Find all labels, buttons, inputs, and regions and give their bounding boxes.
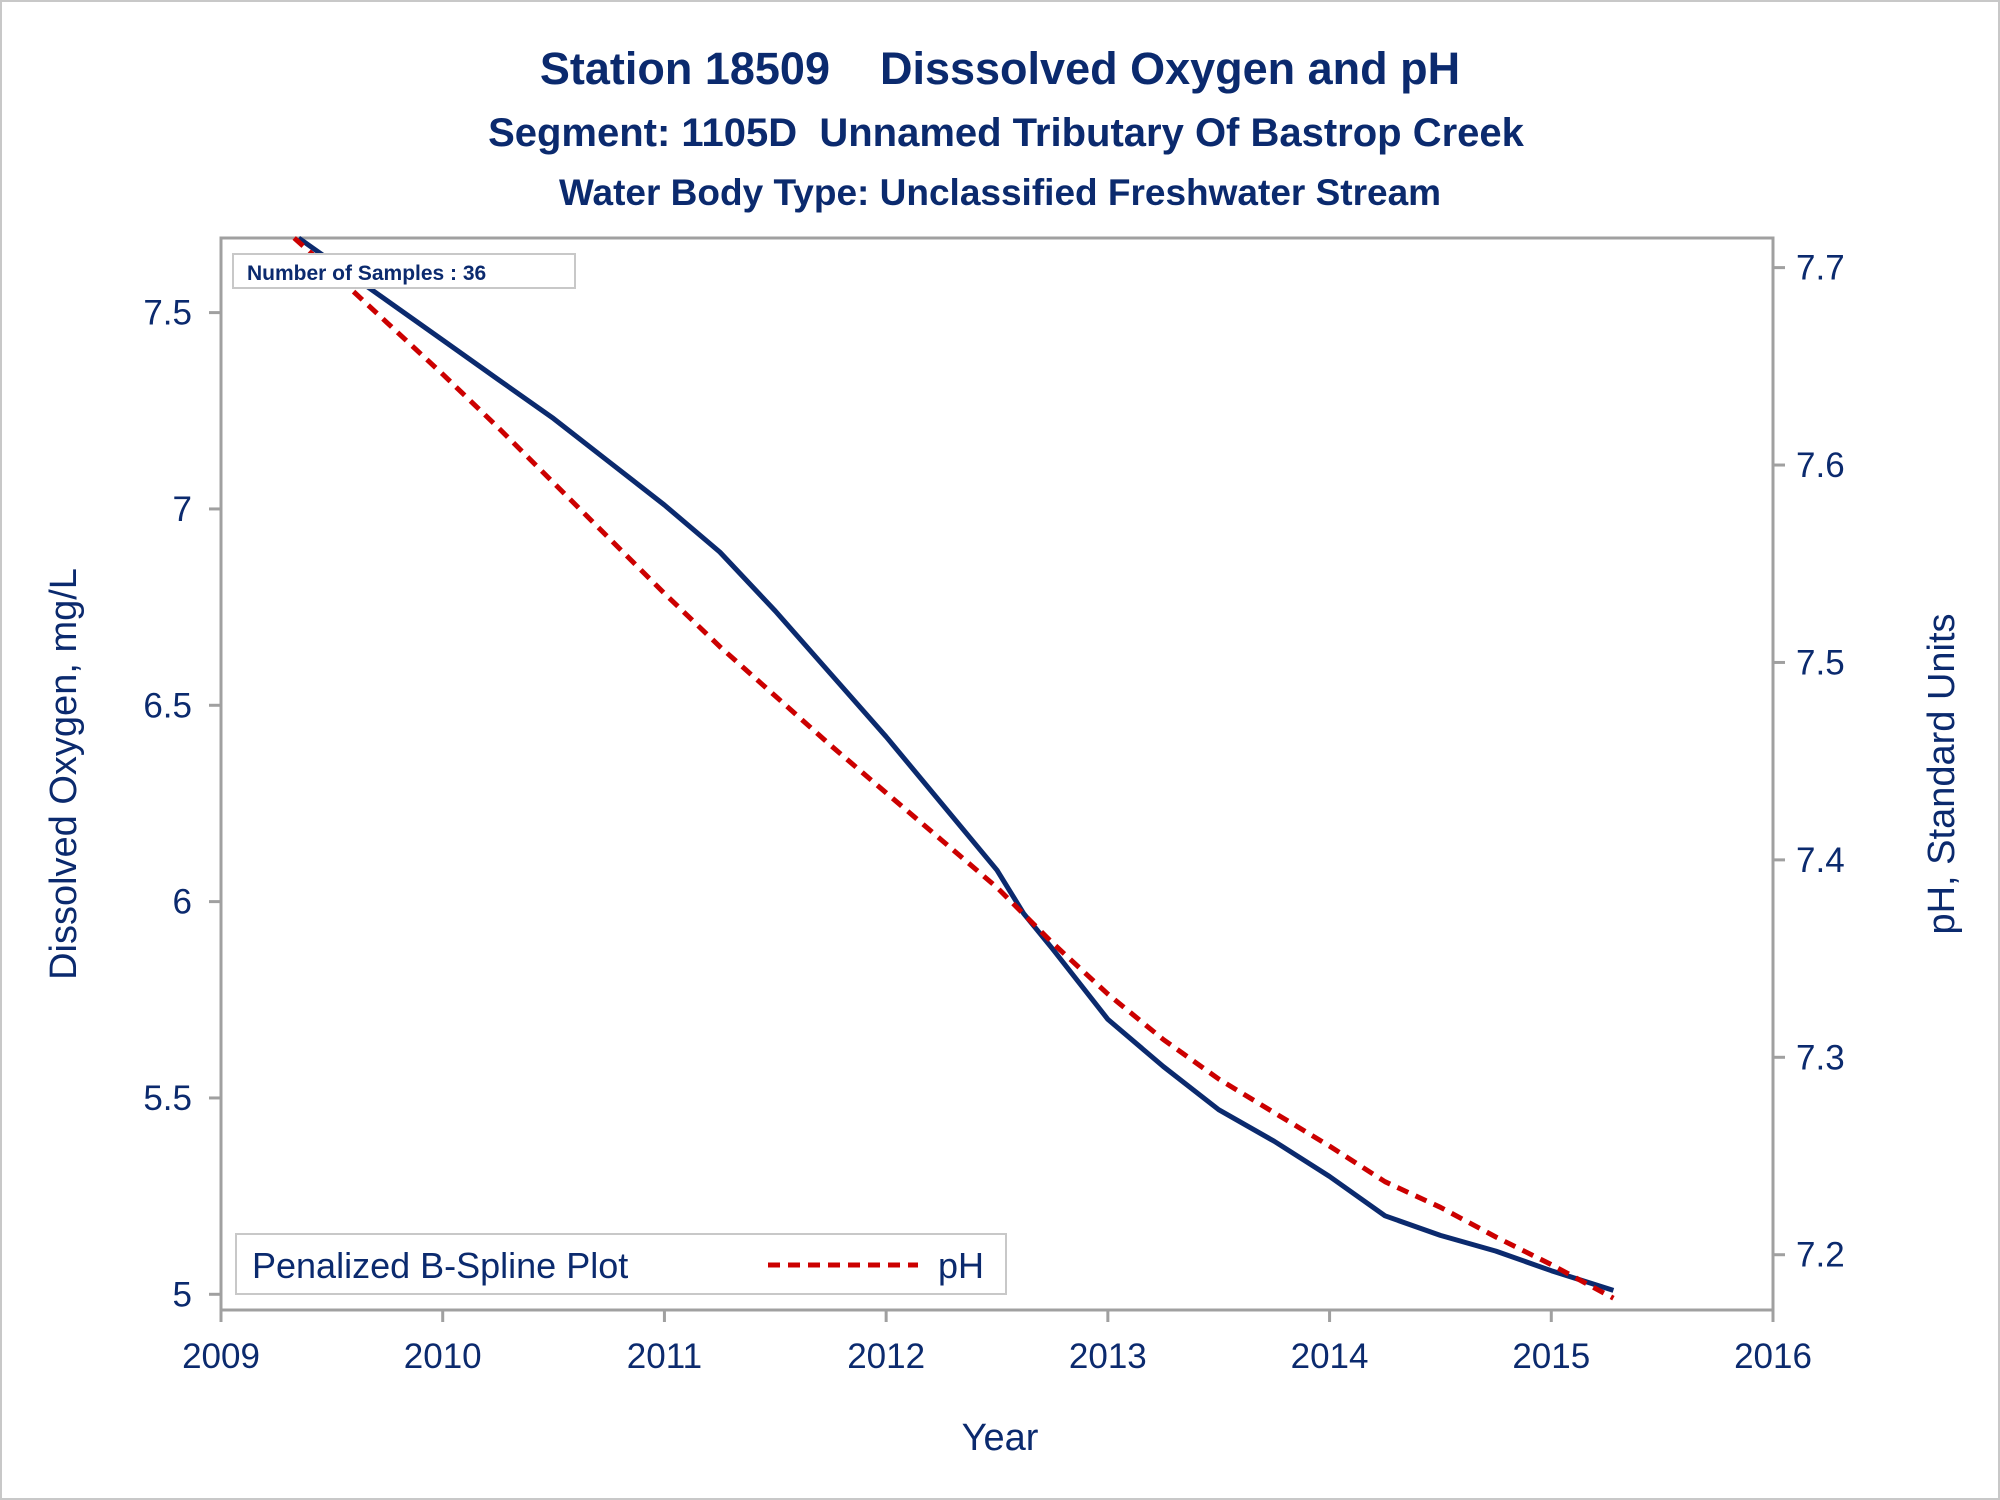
y-left-tick-label: 7	[173, 490, 192, 529]
y-right-tick-label: 7.6	[1796, 446, 1845, 485]
x-axis: 2009 2010 2011 2012 2013 2014 2015 2016	[182, 1310, 1812, 1376]
chart-subtitle-2: Water Body Type: Unclassified Freshwater…	[559, 172, 1441, 213]
legend: Penalized B-Spline Plot pH	[235, 1233, 1007, 1295]
y-left-tick-label: 7.5	[143, 294, 192, 333]
legend-title: Penalized B-Spline Plot	[252, 1245, 628, 1286]
y-right-tick-label: 7.2	[1796, 1236, 1845, 1275]
x-tick-label: 2012	[847, 1337, 925, 1376]
x-tick-label: 2010	[404, 1337, 482, 1376]
y-axis-left-label: Dissolved Oxygen, mg/L	[43, 568, 85, 980]
plot-area	[219, 236, 1775, 1312]
chart-subtitle: Segment: 1105D Unnamed Tributary Of Bast…	[488, 111, 1525, 155]
x-tick-label: 2011	[627, 1337, 702, 1376]
y-axis-right: 7.2 7.3 7.4 7.5 7.6 7.7	[1773, 249, 1845, 1275]
y-left-tick-label: 5	[173, 1275, 192, 1314]
x-tick-label: 2013	[1069, 1337, 1147, 1376]
y-left-tick-label: 6	[173, 883, 192, 922]
x-tick-label: 2014	[1291, 1337, 1369, 1376]
x-tick-label: 2016	[1734, 1337, 1812, 1376]
annotation-box	[232, 253, 576, 289]
y-right-tick-label: 7.3	[1796, 1038, 1845, 1077]
y-left-tick-label: 6.5	[143, 686, 192, 725]
chart-title: Station 18509 Disssolved Oxygen and pH	[540, 43, 1460, 94]
y-axis-left: 5 5.5 6 6.5 7 7.5	[143, 294, 221, 1314]
y-right-tick-label: 7.7	[1796, 249, 1845, 288]
y-right-tick-label: 7.5	[1796, 643, 1845, 682]
dissolved-oxygen-series-line	[297, 235, 1615, 1293]
series-layer	[292, 235, 1615, 1301]
x-axis-label: Year	[962, 1417, 1039, 1459]
y-axis-right-label: pH, Standard Units	[1921, 613, 1963, 934]
annotation-text: Number of Samples : 36	[247, 262, 486, 285]
ph-series-line	[292, 236, 1615, 1301]
legend-ph-label: pH	[938, 1245, 984, 1286]
y-right-tick-label: 7.4	[1796, 841, 1845, 880]
x-tick-label: 2015	[1512, 1337, 1590, 1376]
samples-annotation: Number of Samples : 36	[232, 253, 576, 289]
y-left-tick-label: 5.5	[143, 1079, 192, 1118]
x-tick-label: 2009	[182, 1337, 260, 1376]
